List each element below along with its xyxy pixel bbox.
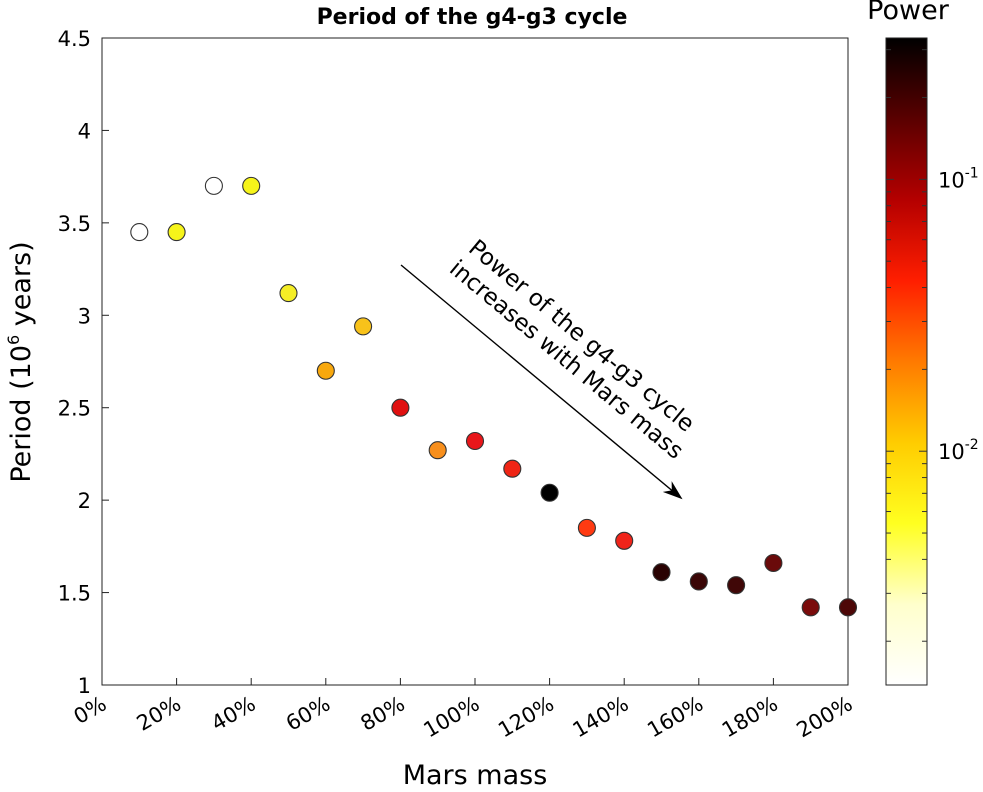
x-tick-label: 140% <box>569 692 633 743</box>
x-tick-label: 80% <box>356 692 408 736</box>
data-point <box>279 284 298 303</box>
y-tick-label: 4.5 <box>58 27 91 51</box>
x-tick-label: 60% <box>282 692 334 736</box>
data-point <box>465 431 485 451</box>
data-point <box>727 576 746 595</box>
data-point <box>354 317 373 336</box>
x-tick-label: 180% <box>718 692 782 743</box>
data-point <box>801 598 820 617</box>
data-point <box>764 553 783 573</box>
y-axis-label-exponent: 6 <box>4 335 23 345</box>
data-point <box>167 223 186 242</box>
data-point <box>204 176 223 195</box>
colorbar-ticks: 10-1 10-2 <box>886 49 979 642</box>
data-point <box>316 361 335 380</box>
plot-area <box>101 37 849 686</box>
y-tick-label: 2.5 <box>58 397 91 421</box>
data-point <box>242 176 261 195</box>
y-axis: 1 1.5 2 2.5 3 3.5 4 4.5 <box>58 27 109 698</box>
y-tick-label: 4 <box>78 119 91 143</box>
data-point <box>130 223 149 242</box>
data-points <box>130 176 858 617</box>
trend-arrow <box>400 264 683 500</box>
data-point <box>689 572 708 591</box>
x-tick-label: 120% <box>494 692 558 743</box>
x-tick-label: 20% <box>133 692 185 736</box>
colorbar-tick-label: 10-2 <box>938 437 979 464</box>
x-tick-label: 100% <box>419 692 483 743</box>
data-point <box>540 483 559 502</box>
x-axis-label: Mars mass <box>403 760 548 791</box>
data-point <box>503 459 522 478</box>
chart-title: Period of the g4-g3 cycle <box>317 5 628 30</box>
y-tick-label: 3.5 <box>58 212 91 236</box>
x-tick-label: 40% <box>207 692 259 736</box>
data-point <box>615 531 634 550</box>
colorbar-label: Power <box>867 0 950 26</box>
data-point <box>577 518 596 537</box>
colorbar-tick-label: 10-1 <box>938 165 979 192</box>
data-point <box>391 398 410 417</box>
x-tick-label: 200% <box>792 692 856 743</box>
y-tick-label: 3 <box>78 304 91 328</box>
y-tick-label: 1 <box>78 674 91 698</box>
x-axis: 0% 20% 40% 60% 80% 100% 120% 140% 160% 180% 200% <box>70 678 857 742</box>
colorbar <box>885 37 928 686</box>
data-point <box>428 441 447 460</box>
y-tick-label: 2 <box>78 489 91 513</box>
x-tick-label: 160% <box>643 692 707 743</box>
data-point <box>652 563 671 582</box>
data-point <box>838 598 858 617</box>
y-axis-label: Period (106 years) <box>4 241 37 482</box>
y-tick-label: 1.5 <box>58 582 91 606</box>
